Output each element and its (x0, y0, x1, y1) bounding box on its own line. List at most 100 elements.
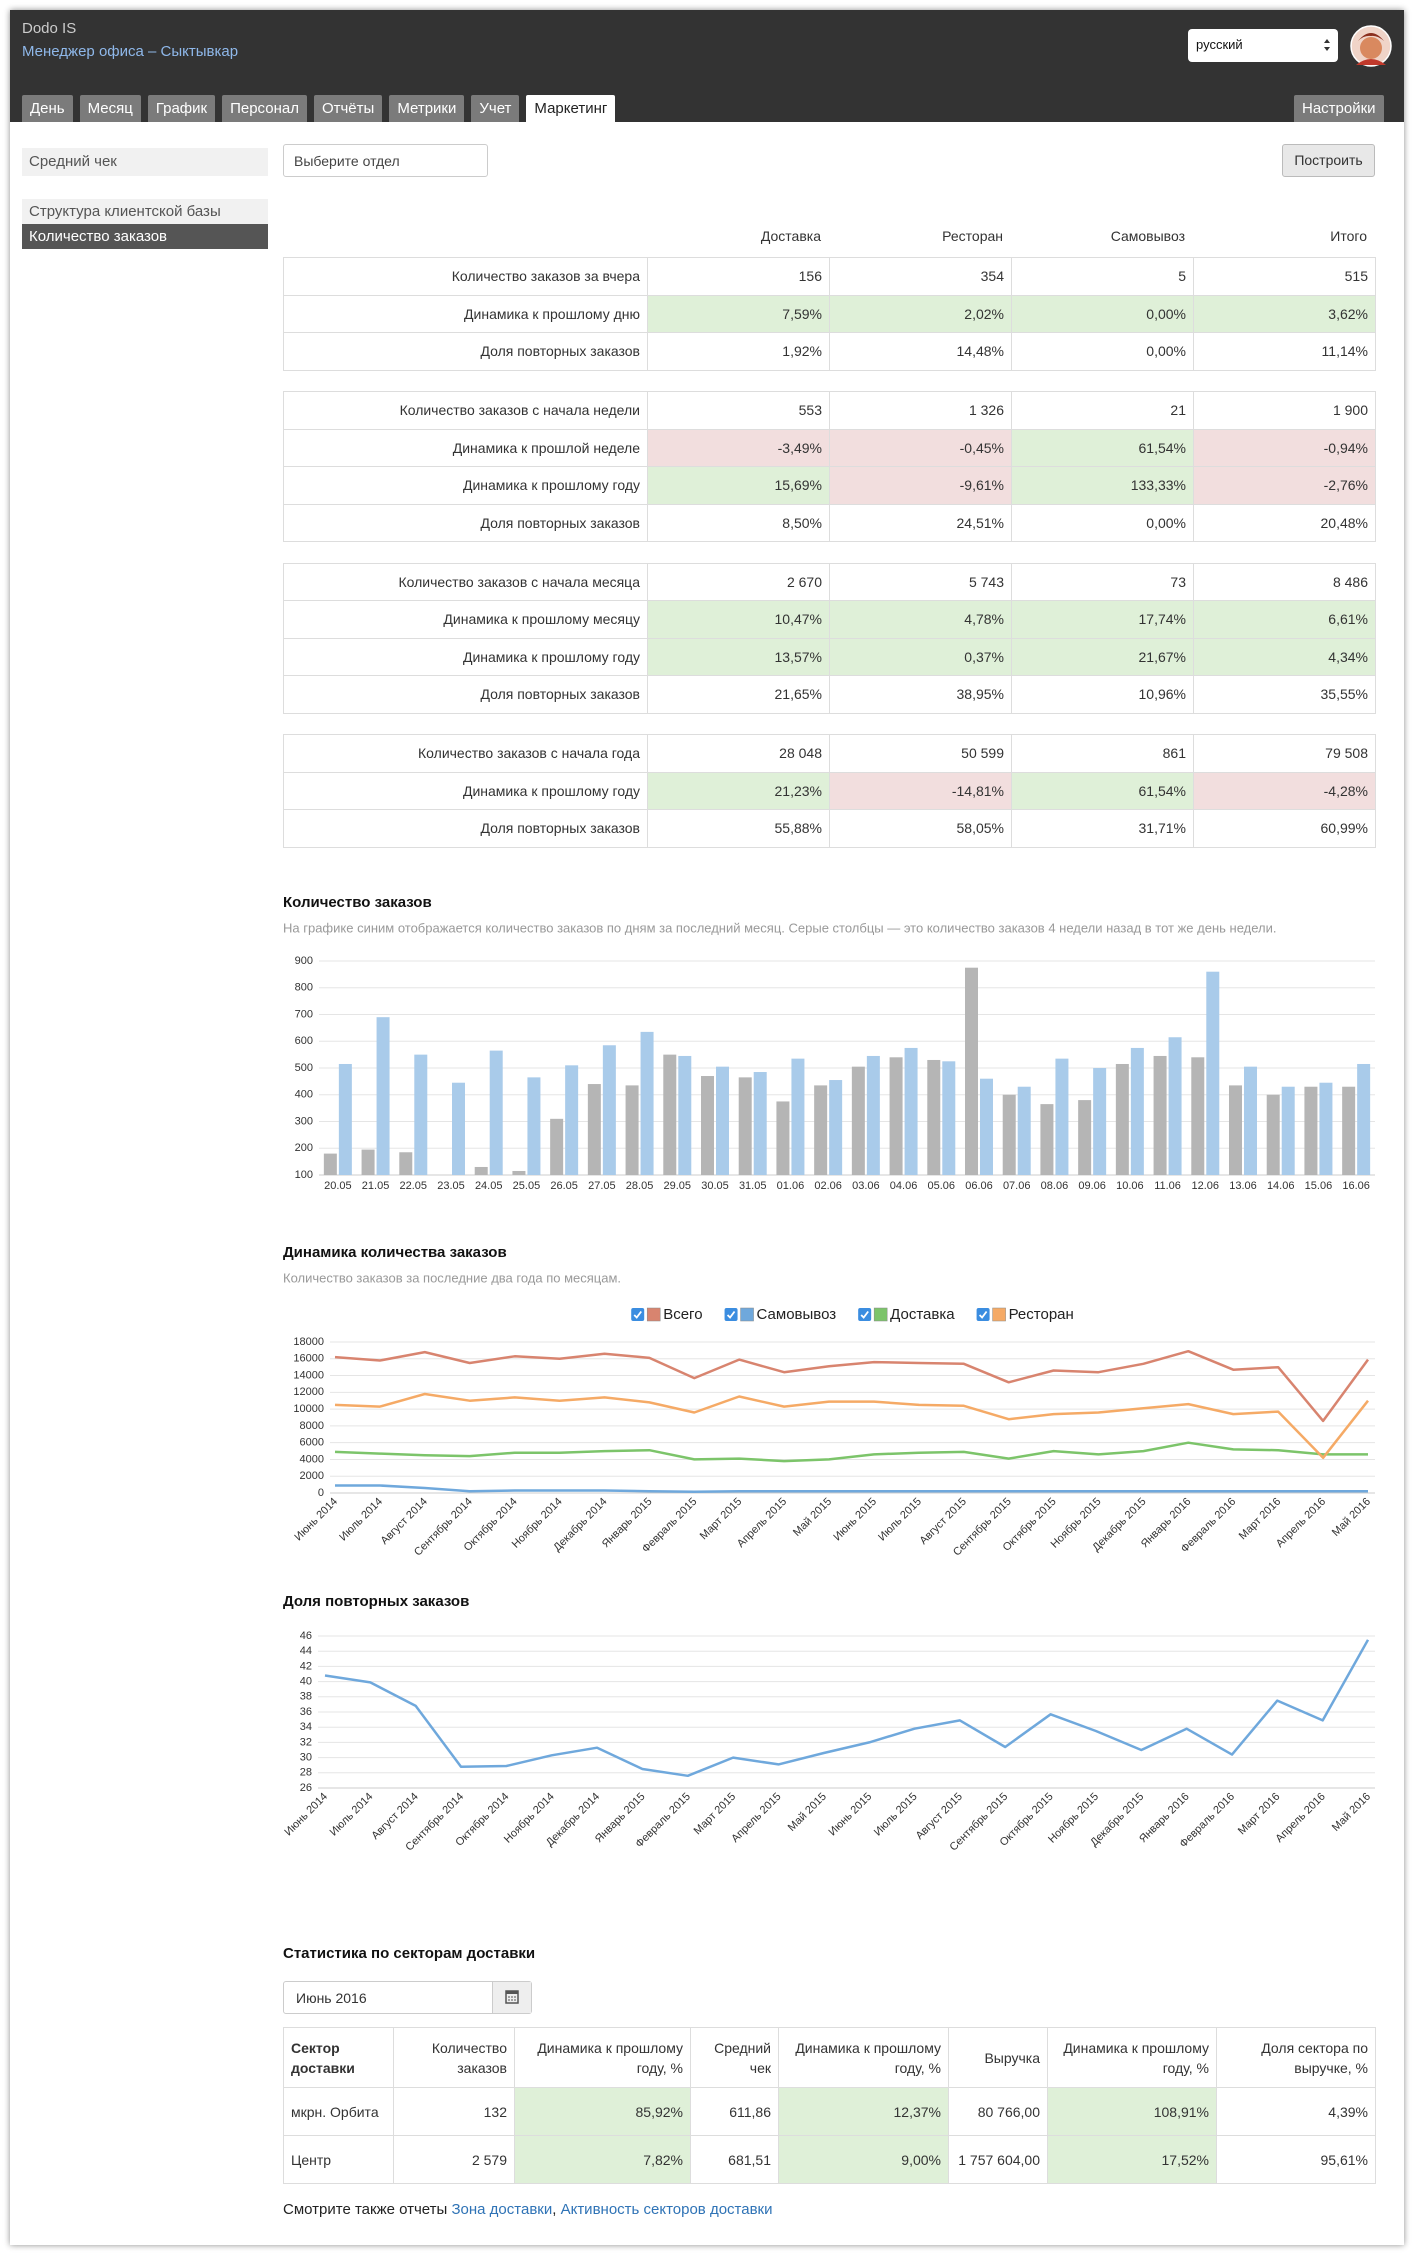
bar (323, 1153, 337, 1175)
bar (1281, 1086, 1295, 1175)
bar (640, 1031, 654, 1175)
tab[interactable]: График (147, 95, 216, 122)
line-series (324, 1639, 1370, 1778)
report-link[interactable]: Активность секторов доставки (560, 2201, 773, 2218)
tab[interactable]: Маркетинг (526, 95, 616, 122)
cell: 79 508 (1193, 734, 1376, 773)
bar (965, 967, 978, 1175)
cell: 5 743 (829, 562, 1012, 601)
bar (399, 1152, 413, 1175)
y-tick-label: 8000 (300, 1420, 324, 1432)
checkbox-box (976, 1308, 990, 1321)
tab[interactable]: Учет (471, 95, 520, 122)
tab[interactable]: Персонал (222, 95, 307, 122)
summary: Доставка Ресторан Самовывоз Итого Количество… (283, 228, 1376, 868)
row-label: Доля повторных заказов (283, 503, 648, 542)
summary-table: Количество заказов с начала года 28 048 50… (283, 734, 1376, 848)
row-label: Доля повторных заказов (283, 675, 648, 714)
checkbox-box (724, 1308, 738, 1321)
tab[interactable]: Месяц (79, 95, 141, 122)
cell: -9,61% (829, 466, 1012, 505)
bar (1319, 1082, 1333, 1175)
summary-row: Доля повторных заказов 55,88% 58,05% 31,71%… (283, 809, 1376, 848)
header-corner (283, 228, 647, 250)
y-tick-label: 10000 (293, 1403, 324, 1415)
month-picker[interactable]: Июнь 2016 (283, 1981, 532, 2014)
x-tick-label: 14.06 (1267, 1180, 1295, 1192)
settings-tab[interactable]: Настройки (1294, 95, 1384, 122)
bar (1130, 1047, 1144, 1175)
department-select[interactable]: Выберите отдел (283, 144, 488, 177)
cell: 95,61% (1216, 2135, 1376, 2184)
tab[interactable]: День (22, 95, 73, 122)
y-tick-label: 40 (300, 1676, 312, 1688)
y-tick-label: 300 (295, 1115, 313, 1127)
bar (338, 1063, 352, 1175)
bar (1115, 1063, 1129, 1175)
bar (1229, 1085, 1242, 1175)
sidebar-item[interactable]: Количество заказов (22, 224, 268, 249)
cell: 38,95% (829, 675, 1012, 714)
x-tick-label: 27.05 (588, 1180, 616, 1192)
calendar-button[interactable] (492, 1982, 531, 2013)
legend-checkbox[interactable] (631, 1308, 645, 1321)
cell: 156 (647, 257, 830, 296)
legend-checkbox[interactable] (724, 1308, 738, 1321)
sidebar-item[interactable]: Структура клиентской базы (22, 199, 268, 224)
x-tick-label: 25.05 (513, 1180, 541, 1192)
cell: 553 (647, 391, 830, 430)
legend-checkbox[interactable] (976, 1308, 990, 1321)
row-label: Динамика к прошлому году (283, 466, 648, 505)
cell: 0,00% (1011, 503, 1194, 542)
cell: 8 486 (1193, 562, 1376, 601)
legend-checkbox[interactable] (858, 1308, 872, 1321)
cell: 354 (829, 257, 1012, 296)
row-label: Доля повторных заказов (283, 809, 648, 848)
y-tick-label: 18000 (293, 1336, 324, 1348)
y-tick-label: 2000 (300, 1470, 324, 1482)
language-select[interactable]: русский (1188, 29, 1338, 62)
cell: 5 (1011, 257, 1194, 296)
x-tick-label: 08.06 (1041, 1180, 1069, 1192)
summary-table: Количество заказов с начала недели 553 1 3… (283, 391, 1376, 542)
build-button[interactable]: Построить (1282, 144, 1375, 177)
bar (1266, 1094, 1280, 1175)
bar (1206, 971, 1220, 1175)
bar (489, 1050, 503, 1175)
x-tick-label: 02.06 (814, 1180, 842, 1192)
cell: 61,54% (1011, 771, 1194, 810)
bar (663, 1054, 677, 1175)
row-label: Динамика к прошлому году (283, 771, 648, 810)
tab[interactable]: Отчёты (313, 95, 383, 122)
avatar[interactable] (1350, 25, 1392, 67)
x-tick-label: 29.05 (664, 1180, 692, 1192)
column-header: Динамика к прошлому году, % (778, 2027, 949, 2088)
language-value: русский (1196, 37, 1243, 52)
row-label: Динамика к прошлому месяцу (283, 600, 648, 639)
line-series (334, 1392, 1369, 1460)
cell: 85,92% (514, 2087, 691, 2136)
x-tick-label: 09.06 (1078, 1180, 1106, 1192)
cell: Центр (283, 2135, 394, 2184)
tab[interactable]: Метрики (389, 95, 465, 122)
x-tick-label: 05.06 (928, 1180, 956, 1192)
checkmark (633, 1310, 642, 1319)
sidebar: Средний чек Структура клиентской базы Коли… (22, 148, 268, 249)
cell: 7,59% (647, 294, 830, 333)
cell: 21,65% (647, 675, 830, 714)
cell: 21 (1011, 391, 1194, 430)
cell: 861 (1011, 734, 1194, 773)
summary-row: Количество заказов с начала года 28 048 50… (283, 734, 1376, 773)
bar (904, 1047, 918, 1175)
y-tick-label: 16000 (293, 1353, 324, 1365)
report-link[interactable]: Зона доставки (451, 2201, 553, 2218)
y-tick-label: 42 (300, 1660, 312, 1672)
row-label: Количество заказов за вчера (283, 257, 648, 296)
line-series (335, 1484, 1368, 1493)
y-tick-label: 44 (300, 1645, 312, 1657)
sidebar-item[interactable]: Средний чек (22, 148, 268, 176)
column-header: Самовывоз (1110, 228, 1185, 244)
cell: 4,78% (829, 600, 1012, 639)
month-value: Июнь 2016 (296, 1990, 367, 2006)
line-series (334, 1349, 1370, 1423)
